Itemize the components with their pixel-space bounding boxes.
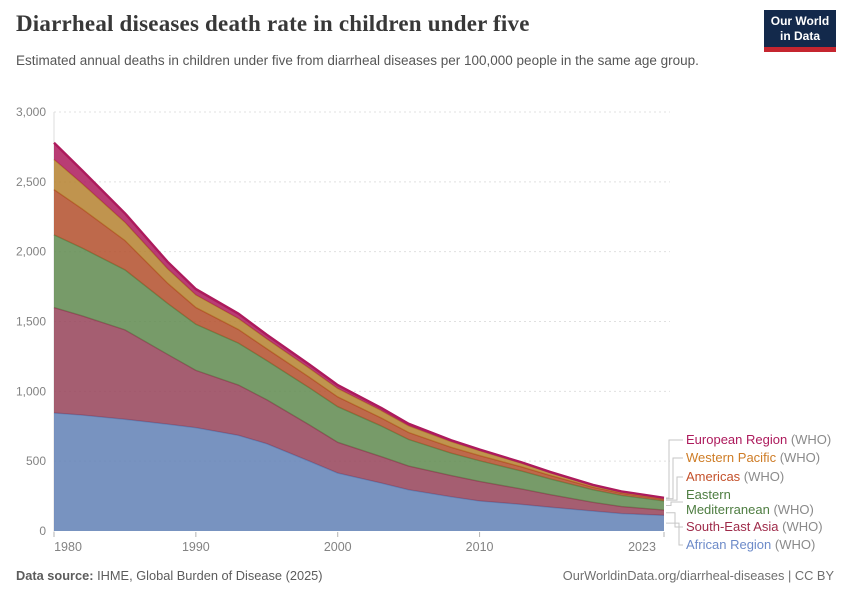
x-axis-label: 1990 bbox=[182, 540, 210, 554]
legend-label: European Region bbox=[686, 432, 788, 447]
legend-item-eastern-mediterranean[interactable]: Eastern Mediterranean (WHO) bbox=[686, 487, 814, 518]
legend-leader-line bbox=[666, 476, 683, 501]
owid-logo-line1: Our World bbox=[770, 13, 830, 28]
y-axis-label: 2,000 bbox=[16, 245, 46, 259]
legend-suffix: (WHO) bbox=[769, 502, 814, 518]
legend-item-european-region[interactable]: European Region (WHO) bbox=[686, 432, 850, 447]
x-axis-label: 2023 bbox=[628, 540, 656, 554]
y-axis-label: 1,500 bbox=[16, 315, 46, 329]
legend-suffix: (WHO) bbox=[787, 432, 832, 447]
footer-source-label: Data source: bbox=[16, 568, 94, 583]
y-axis-label: 1,000 bbox=[16, 384, 46, 398]
legend-leader-line bbox=[666, 439, 683, 499]
legend-suffix: (WHO) bbox=[771, 537, 816, 552]
legend-label: African Region bbox=[686, 537, 772, 552]
legend-suffix: (WHO) bbox=[740, 469, 785, 484]
owid-logo: Our World in Data bbox=[764, 10, 836, 52]
footer-source: Data source: IHME, Global Burden of Dise… bbox=[16, 568, 323, 583]
area-top-line bbox=[53, 141, 665, 499]
legend-suffix: (WHO) bbox=[778, 519, 823, 534]
footer-source-value: IHME, Global Burden of Disease (2025) bbox=[93, 568, 323, 583]
owid-logo-line2: in Data bbox=[779, 28, 820, 43]
legend-item-south-east-asia[interactable]: South-East Asia (WHO) bbox=[686, 519, 850, 534]
y-axis-label: 0 bbox=[39, 524, 46, 538]
legend-leader-line bbox=[666, 457, 683, 500]
area-south-east-asia bbox=[54, 307, 664, 516]
legend-item-americas[interactable]: Americas (WHO) bbox=[686, 469, 850, 484]
page-title: Diarrheal diseases death rate in childre… bbox=[16, 11, 530, 36]
x-axis-label: 2000 bbox=[324, 540, 352, 554]
area-top-line bbox=[53, 306, 665, 511]
legend-label: Americas bbox=[686, 469, 741, 484]
legend-leader-line bbox=[666, 501, 683, 507]
y-axis-label: 500 bbox=[26, 454, 46, 468]
footer-credit[interactable]: OurWorldinData.org/diarrheal-diseases | … bbox=[562, 568, 834, 583]
chart-area: 0 500 1,000 1,500 2,000 2,500 3,000 1980 1990 200… bbox=[0, 95, 850, 560]
y-axis-label: 3,000 bbox=[16, 105, 46, 119]
legend-item-western-pacific[interactable]: Western Pacific (WHO) bbox=[686, 450, 850, 465]
legend-leader-line bbox=[666, 522, 683, 546]
legend-label: Western Pacific bbox=[686, 450, 777, 465]
x-axis-label: 1980 bbox=[54, 540, 82, 554]
legend-label: Eastern Mediterranean bbox=[686, 487, 770, 518]
legend-leader-line bbox=[666, 512, 683, 528]
page-subtitle: Estimated annual deaths in children unde… bbox=[16, 53, 699, 68]
legend-suffix: (WHO) bbox=[776, 450, 821, 465]
chart-svg: 0 500 1,000 1,500 2,000 2,500 3,000 1980 1990 200… bbox=[16, 105, 683, 554]
x-axis-label: 2010 bbox=[466, 540, 494, 554]
legend-item-african-region[interactable]: African Region (WHO) bbox=[686, 537, 850, 552]
area-african-region bbox=[54, 412, 664, 531]
y-axis-label: 2,500 bbox=[16, 175, 46, 189]
legend-label: South-East Asia bbox=[686, 519, 779, 534]
